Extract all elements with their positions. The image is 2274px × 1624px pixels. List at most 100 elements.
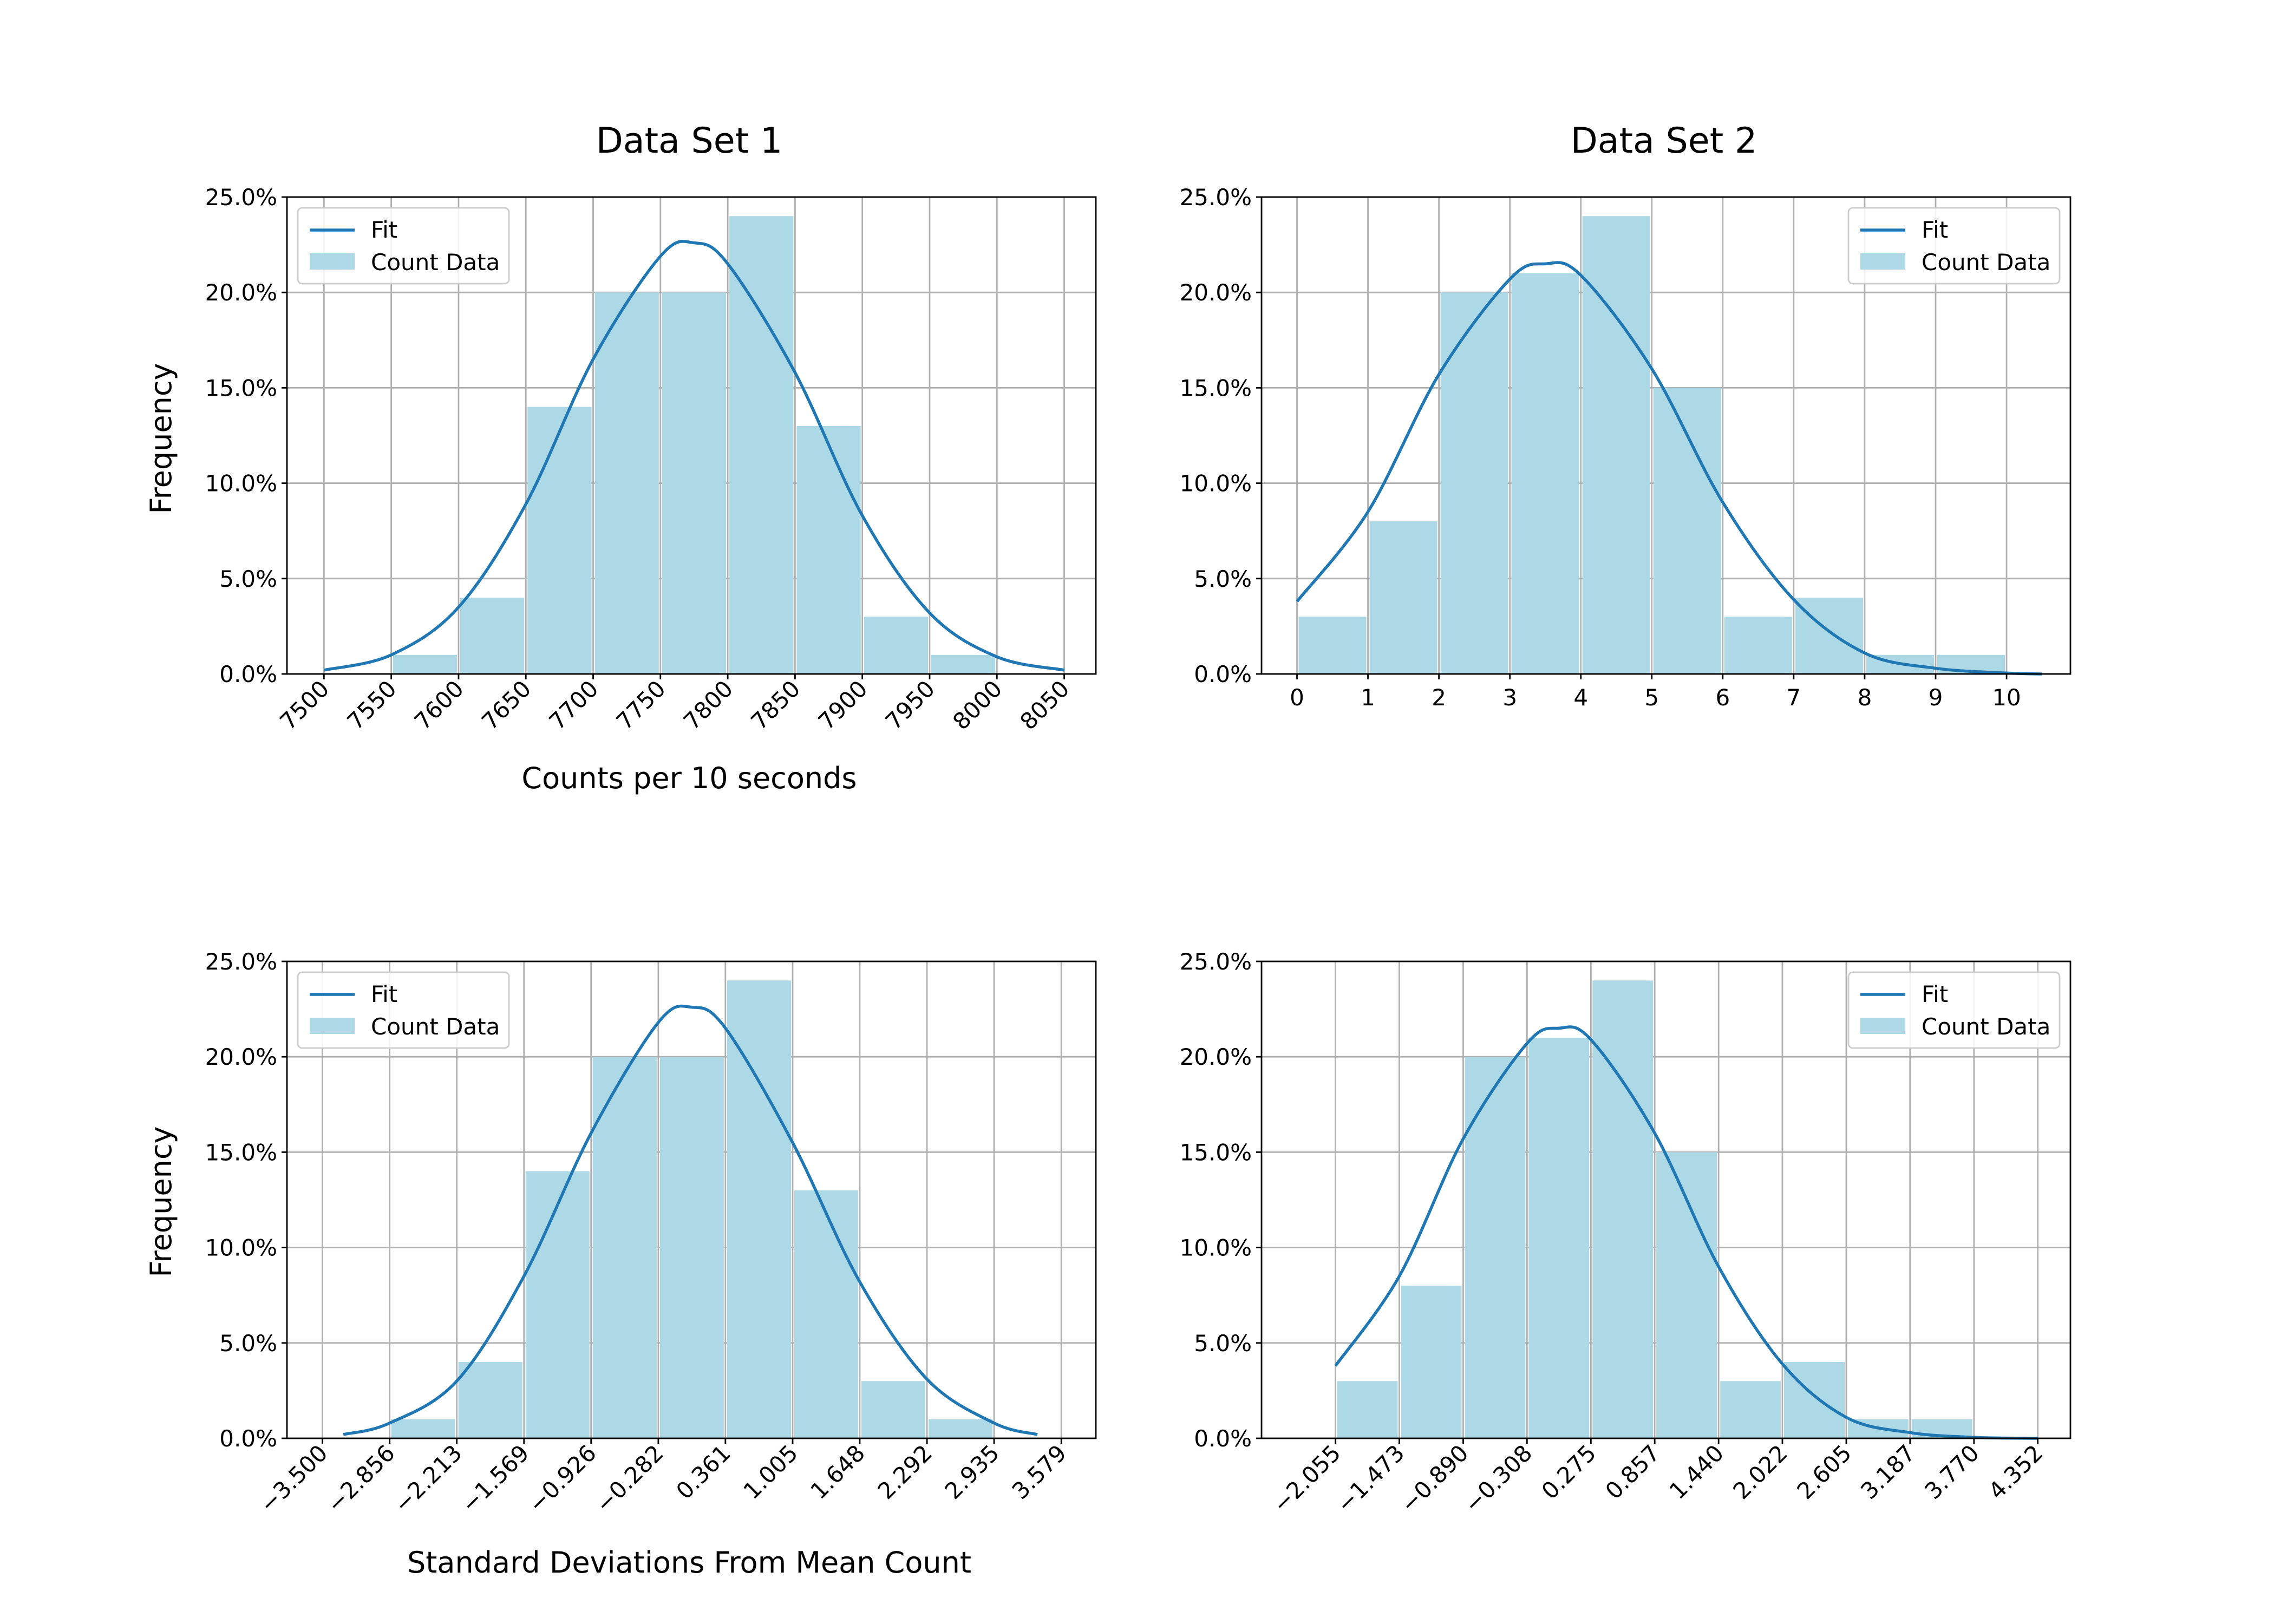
bar bbox=[929, 1419, 993, 1438]
y-tick-label: 15.0% bbox=[1180, 375, 1252, 401]
y-axis: 0.0% 5.0% 10.0% 15.0% 20.0% 25.0% bbox=[1180, 184, 1262, 687]
x-tick-label: 2 bbox=[1432, 684, 1446, 711]
bar bbox=[796, 425, 861, 674]
plot-frame bbox=[286, 196, 1097, 675]
y-tick-label: 20.0% bbox=[1180, 279, 1252, 306]
y-tick-label: 15.0% bbox=[1180, 1139, 1252, 1165]
panel-ds2-counts: Data Set 2 0.0%5.0%10.0%15.0%20.0%25.0%0… bbox=[1180, 121, 2072, 711]
bar bbox=[527, 407, 592, 674]
x-tick-label: 10 bbox=[1992, 684, 2021, 711]
bar bbox=[458, 1362, 522, 1438]
bar bbox=[861, 1381, 926, 1438]
chart-title: Data Set 2 bbox=[1571, 121, 1757, 161]
y-tick-label: 25.0% bbox=[205, 948, 277, 975]
legend: Fit Count Data bbox=[1847, 207, 2061, 285]
x-tick-label: 0 bbox=[1290, 684, 1304, 711]
y-axis-label: Frequency bbox=[144, 363, 178, 514]
y-tick-label: 20.0% bbox=[205, 279, 277, 306]
bar bbox=[1528, 1037, 1590, 1438]
bar bbox=[794, 1190, 858, 1438]
legend-count-swatch bbox=[310, 1018, 355, 1034]
y-tick-label: 20.0% bbox=[1180, 1044, 1252, 1070]
x-tick-label: 4 bbox=[1573, 684, 1588, 711]
x-tick-label: 1 bbox=[1361, 684, 1375, 711]
legend-count-swatch bbox=[1860, 1018, 1905, 1034]
bar bbox=[1656, 1152, 1717, 1438]
bar bbox=[1369, 521, 1437, 674]
legend: Fit Count Data bbox=[297, 207, 510, 285]
bar bbox=[1724, 617, 1792, 674]
bar bbox=[592, 1057, 657, 1438]
y-axis: 0.0% 5.0% 10.0% 15.0% 20.0% 25.0% bbox=[205, 948, 287, 1452]
y-tick-label: 0.0% bbox=[1194, 661, 1252, 687]
plot-frame bbox=[1260, 196, 2072, 675]
legend-fit-label: Fit bbox=[371, 981, 397, 1007]
bar-series bbox=[391, 980, 993, 1438]
y-tick-label: 10.0% bbox=[1180, 470, 1252, 497]
bar bbox=[1337, 1381, 1398, 1438]
bar bbox=[1720, 1381, 1781, 1438]
y-tick-label: 25.0% bbox=[205, 184, 277, 211]
x-tick-label: 7 bbox=[1787, 684, 1801, 711]
bar-series bbox=[393, 216, 996, 674]
y-tick-label: 25.0% bbox=[1180, 948, 1252, 975]
legend-count-label: Count Data bbox=[371, 1013, 500, 1040]
bar bbox=[1465, 1057, 1526, 1438]
x-axis: 0 1 2 3 4 5 6 7 8 9 10 bbox=[1290, 674, 2021, 711]
bar bbox=[1783, 1362, 1845, 1438]
bar bbox=[391, 1419, 455, 1438]
plot-area: 0.0% 5.0% 10.0% 15.0% 20.0% 25.0% 0 1 2 3 4 5 6 7 8 9 10… bbox=[1180, 184, 2072, 711]
bar bbox=[1582, 216, 1650, 674]
bar-series bbox=[1298, 216, 2005, 675]
bar bbox=[460, 598, 525, 674]
x-axis-label: Counts per 10 seconds bbox=[521, 761, 857, 795]
y-tick-label: 0.0% bbox=[219, 661, 277, 687]
bar bbox=[1592, 980, 1654, 1438]
legend-count-label: Count Data bbox=[1922, 1013, 2050, 1040]
chart-title: Data Set 1 bbox=[596, 121, 783, 161]
y-tick-label: 25.0% bbox=[1180, 184, 1252, 211]
bar bbox=[659, 1057, 724, 1438]
y-tick-label: 20.0% bbox=[205, 1044, 277, 1070]
y-tick-label: 10.0% bbox=[1180, 1235, 1252, 1261]
y-tick-label: 5.0% bbox=[1194, 1330, 1252, 1357]
y-tick-label: 0.0% bbox=[219, 1425, 277, 1452]
legend-count-swatch bbox=[1860, 253, 1905, 270]
y-tick-label: 5.0% bbox=[219, 566, 277, 592]
legend-fit-label: Fit bbox=[1922, 981, 1948, 1007]
y-axis: 0.0% 5.0% 10.0% 15.0% 20.0% 25.0% bbox=[1180, 948, 1262, 1452]
x-tick-label: 3 bbox=[1502, 684, 1517, 711]
y-axis: 0.0% 5.0% 10.0% 15.0% 20.0% 25.0% bbox=[205, 184, 287, 687]
y-tick-label: 0.0% bbox=[1194, 1425, 1252, 1452]
bar bbox=[1298, 617, 1367, 674]
bar-series bbox=[1337, 980, 1972, 1438]
fit-line bbox=[343, 1004, 1038, 1436]
bar bbox=[1653, 388, 1721, 674]
plot-frame bbox=[1260, 960, 2072, 1439]
bar bbox=[727, 980, 791, 1438]
x-axis-label: Standard Deviations From Mean Count bbox=[407, 1546, 971, 1580]
bar bbox=[393, 654, 457, 674]
y-tick-label: 10.0% bbox=[205, 1235, 277, 1261]
plot-frame bbox=[286, 960, 1097, 1439]
bar bbox=[525, 1171, 590, 1438]
fit-line bbox=[1296, 261, 2042, 676]
y-axis-label: Frequency bbox=[144, 1127, 178, 1278]
y-tick-label: 15.0% bbox=[205, 375, 277, 401]
bar bbox=[1795, 598, 1863, 674]
legend: Fit Count Data bbox=[1847, 971, 2061, 1049]
legend-fit-label: Fit bbox=[371, 217, 397, 243]
legend-count-label: Count Data bbox=[371, 249, 500, 276]
x-tick-label: 5 bbox=[1644, 684, 1659, 711]
bar bbox=[662, 292, 727, 674]
y-tick-label: 5.0% bbox=[219, 1330, 277, 1357]
bar bbox=[931, 654, 996, 674]
bar bbox=[1440, 292, 1508, 674]
legend-count-label: Count Data bbox=[1922, 249, 2050, 276]
x-tick-label: 8 bbox=[1858, 684, 1872, 711]
legend: Fit Count Data bbox=[297, 971, 510, 1049]
x-tick-label: 6 bbox=[1715, 684, 1730, 711]
legend-count-swatch bbox=[310, 253, 355, 270]
bar bbox=[594, 292, 659, 674]
y-tick-label: 5.0% bbox=[1194, 566, 1252, 592]
